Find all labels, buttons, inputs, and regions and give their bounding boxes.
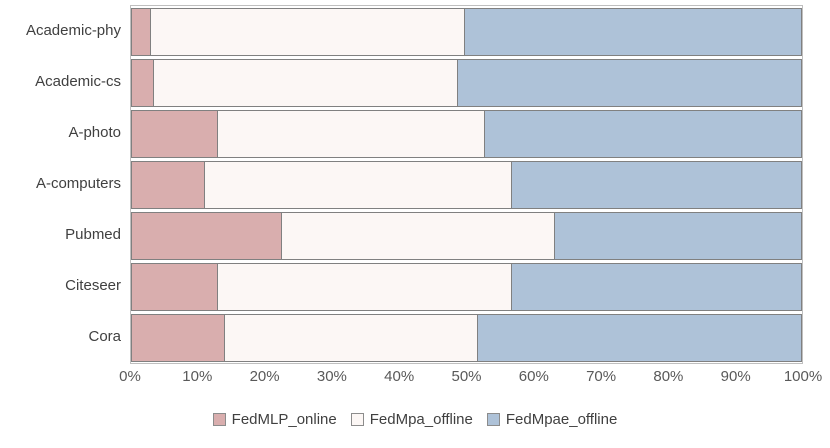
bar-segment-fedmlp_online: [131, 109, 219, 158]
category-label: Citeseer: [65, 277, 121, 294]
x-tick-label: 50%: [451, 368, 482, 385]
bar-segment-fedmpa_offline: [223, 313, 479, 362]
bar-segment-fedmpae_offline: [554, 211, 802, 260]
bar-row: [131, 159, 802, 210]
category-label: A-photo: [68, 124, 121, 141]
stacked-bar: [131, 109, 802, 158]
legend-label: FedMpa_offline: [369, 411, 473, 428]
x-tick-label: 90%: [720, 368, 751, 385]
bar-segment-fedmpa_offline: [153, 58, 459, 107]
bar-segment-fedmpa_offline: [203, 160, 513, 209]
bar-segment-fedmpae_offline: [463, 7, 802, 56]
x-tick-label: 100%: [783, 368, 823, 385]
x-tick-label: 20%: [249, 368, 280, 385]
category-label: Academic-cs: [35, 73, 121, 90]
bar-segment-fedmpae_offline: [510, 160, 802, 209]
stacked-bar: [131, 160, 802, 209]
bar-segment-fedmlp_online: [131, 58, 155, 107]
legend-swatch-icon: [486, 413, 500, 426]
bar-row: [131, 210, 802, 261]
bar-row: [131, 6, 802, 57]
bar-segment-fedmpa_offline: [216, 109, 486, 158]
x-tick-label: 80%: [653, 368, 684, 385]
x-tick-label: 40%: [384, 368, 415, 385]
bar-segment-fedmpa_offline: [149, 7, 466, 56]
x-tick-label: 30%: [316, 368, 347, 385]
bar-row: [131, 57, 802, 108]
category-label: Cora: [88, 328, 121, 345]
category-label: Pubmed: [65, 226, 121, 243]
stacked-bar: [131, 262, 802, 311]
bar-segment-fedmpae_offline: [457, 58, 802, 107]
x-axis-tick-labels: 0% 10% 20% 30% 40% 50% 60% 70% 80% 90% 100%: [119, 368, 822, 388]
bar-segment-fedmpae_offline: [510, 262, 802, 311]
stacked-bar: [131, 211, 802, 260]
plot-area: [130, 5, 803, 364]
bar-row: [131, 108, 802, 159]
bar-segment-fedmpa_offline: [216, 262, 513, 311]
bar-segment-fedmlp_online: [131, 262, 219, 311]
legend-swatch-icon: [212, 413, 226, 426]
bar-segment-fedmpae_offline: [477, 313, 802, 362]
legend-item-fedmpa_offline: FedMpa_offline: [350, 411, 473, 428]
bar-segment-fedmlp_online: [131, 313, 225, 362]
legend-item-fedmpae_offline: FedMpae_offline: [486, 411, 618, 428]
y-axis-category-labels: Academic-phy Academic-cs A-photo A-computer…: [0, 5, 121, 362]
x-tick-label: 10%: [182, 368, 213, 385]
stacked-bar: [131, 58, 802, 107]
category-label: Academic-phy: [25, 22, 121, 39]
bar-row: [131, 261, 802, 312]
legend-label: FedMLP_online: [231, 411, 337, 428]
bar-segment-fedmpae_offline: [484, 109, 802, 158]
x-tick-label: 60%: [518, 368, 549, 385]
legend-label: FedMpae_offline: [505, 411, 618, 428]
bar-row: [131, 312, 802, 363]
x-tick-label: 0%: [119, 368, 141, 385]
legend-item-fedmlp_online: FedMLP_online: [212, 411, 337, 428]
stacked-bar: [131, 313, 802, 362]
x-tick-label: 70%: [586, 368, 617, 385]
bar-segment-fedmlp_online: [131, 160, 205, 209]
bar-segment-fedmpa_offline: [280, 211, 556, 260]
stacked-bar: [131, 7, 802, 56]
chart-legend: FedMLP_online FedMpa_offline FedMpae_offli…: [0, 411, 830, 428]
category-label: A-computers: [35, 175, 121, 192]
legend-swatch-icon: [350, 413, 364, 426]
bar-segment-fedmlp_online: [131, 211, 282, 260]
bar-segment-fedmlp_online: [131, 7, 152, 56]
